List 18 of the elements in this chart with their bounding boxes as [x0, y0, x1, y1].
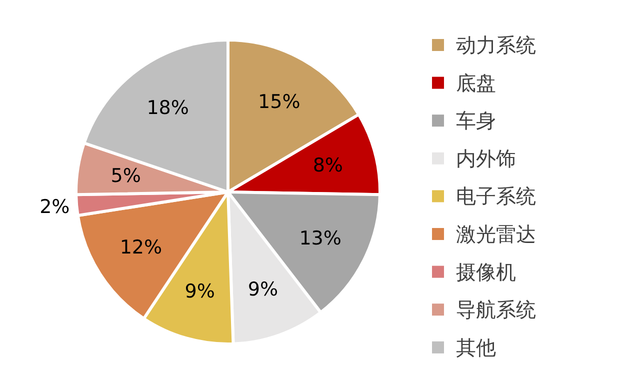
data-label: 18% — [146, 96, 189, 119]
data-label: 5% — [110, 165, 141, 188]
data-label: 13% — [299, 227, 342, 250]
legend-label: 电子系统 — [456, 184, 536, 208]
legend-label: 激光雷达 — [456, 222, 536, 246]
legend-label: 导航系统 — [456, 298, 536, 322]
data-label: 9% — [184, 280, 215, 302]
data-label: 9% — [248, 278, 278, 300]
legend-label: 摄像机 — [456, 260, 516, 284]
legend-label: 动力系统 — [456, 33, 536, 57]
legend-label: 内外饰 — [456, 146, 516, 170]
legend-label: 底盘 — [456, 70, 496, 95]
legend-label: 其他 — [456, 335, 496, 360]
legend-label: 车身 — [456, 108, 496, 133]
data-label: 2% — [40, 196, 70, 218]
data-label: 12% — [120, 236, 162, 259]
data-label: 15% — [258, 91, 300, 114]
data-label: 8% — [312, 154, 343, 177]
